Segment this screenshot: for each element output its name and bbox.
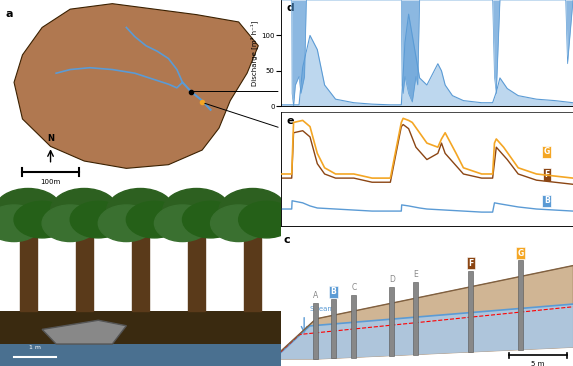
Bar	[188, 220, 205, 311]
Bar	[76, 220, 93, 311]
Bar	[313, 303, 318, 359]
Text: G: G	[517, 249, 524, 258]
Text: E: E	[413, 270, 418, 280]
Circle shape	[182, 201, 238, 238]
Text: c: c	[284, 235, 291, 246]
Text: B: B	[331, 287, 336, 296]
Polygon shape	[0, 344, 281, 366]
Polygon shape	[0, 311, 281, 366]
Bar	[19, 220, 37, 311]
Text: a: a	[6, 9, 13, 19]
Bar	[413, 282, 418, 355]
Text: d: d	[286, 3, 295, 13]
Bar	[468, 270, 473, 352]
Polygon shape	[14, 4, 258, 168]
Circle shape	[219, 188, 286, 232]
Polygon shape	[42, 320, 126, 344]
Circle shape	[42, 205, 99, 242]
Circle shape	[50, 188, 118, 232]
Circle shape	[0, 205, 42, 242]
Bar	[244, 220, 261, 311]
Bar	[390, 287, 394, 356]
Text: D: D	[389, 275, 395, 284]
Text: 1 m: 1 m	[29, 344, 41, 350]
Bar	[351, 295, 356, 358]
Text: A: A	[313, 291, 319, 300]
Circle shape	[126, 201, 182, 238]
Circle shape	[107, 188, 174, 232]
Circle shape	[0, 188, 62, 232]
Text: Stream: Stream	[310, 306, 335, 312]
Text: F: F	[544, 170, 550, 179]
Bar	[331, 299, 336, 358]
Circle shape	[99, 205, 154, 242]
Text: N: N	[47, 134, 54, 143]
Text: C: C	[351, 283, 356, 292]
Circle shape	[14, 201, 70, 238]
Text: 100m: 100m	[41, 179, 61, 185]
Bar	[518, 260, 523, 350]
Circle shape	[70, 201, 126, 238]
Text: F: F	[468, 259, 473, 268]
Text: e: e	[286, 116, 294, 126]
Text: G: G	[544, 147, 550, 156]
Polygon shape	[281, 266, 573, 359]
Y-axis label: Discharge [m³ h⁻¹]: Discharge [m³ h⁻¹]	[250, 20, 258, 86]
Polygon shape	[281, 304, 573, 359]
Circle shape	[211, 205, 266, 242]
Text: 5 m: 5 m	[531, 361, 544, 366]
Circle shape	[154, 205, 211, 242]
Text: b: b	[11, 192, 19, 202]
Circle shape	[238, 201, 295, 238]
Circle shape	[163, 188, 230, 232]
Bar	[132, 220, 149, 311]
Text: B: B	[544, 196, 550, 205]
